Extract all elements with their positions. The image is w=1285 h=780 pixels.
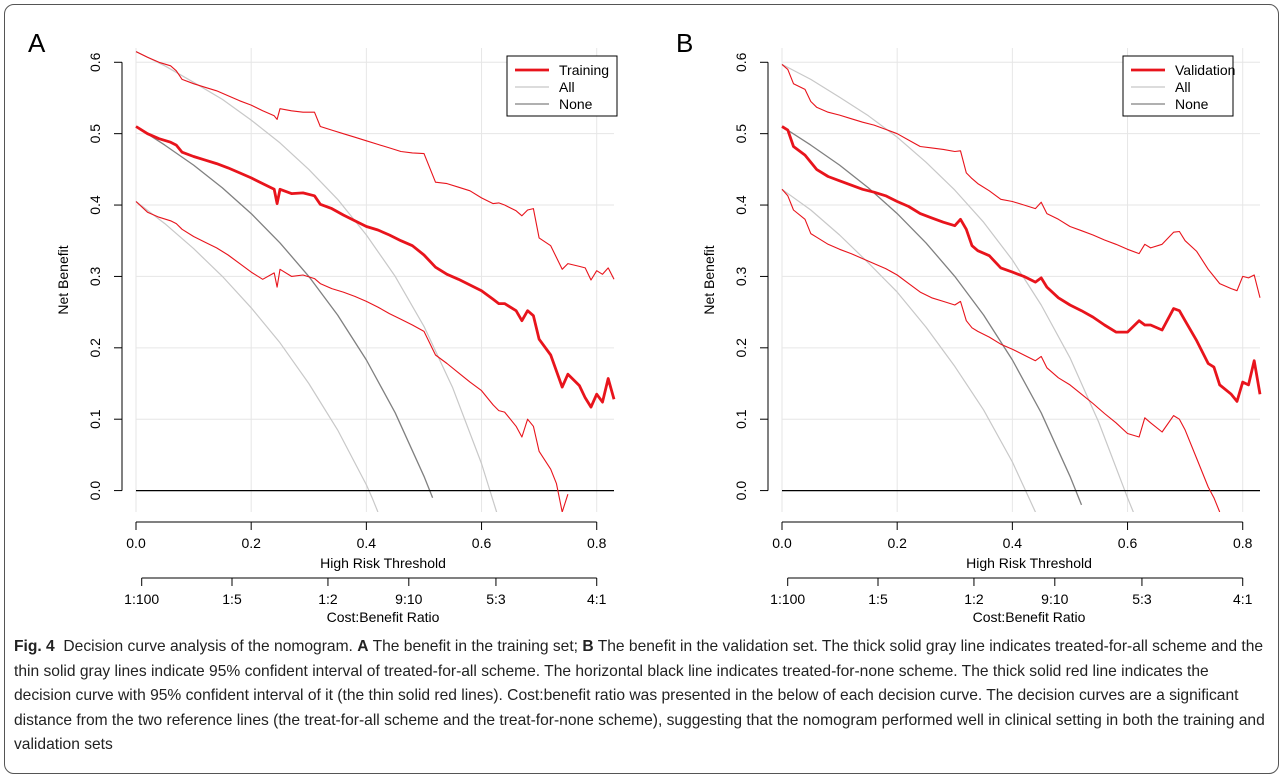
cost-benefit-tick-label: 5:3: [486, 591, 506, 607]
x-tick-label: 0.2: [241, 535, 261, 551]
cost-benefit-tick-label: 9:10: [1041, 591, 1068, 607]
series-line-all-ci: [781, 63, 1134, 512]
x-axis-label: High Risk Threshold: [966, 555, 1092, 571]
y-tick-label: 0.4: [87, 195, 103, 215]
cost-benefit-tick-label: 1:100: [770, 591, 805, 607]
cost-benefit-tick-label: 1:5: [868, 591, 888, 607]
y-tick-label: 0.5: [733, 124, 749, 144]
y-tick-label: 0.3: [733, 266, 749, 286]
x-tick-label: 0.0: [126, 535, 146, 551]
figure-caption: Fig. 4 Decision curve analysis of the no…: [14, 635, 1269, 758]
y-tick-label: 0.1: [87, 409, 103, 429]
x-tick-label: 0.2: [887, 535, 907, 551]
cost-benefit-axis-label: Cost:Benefit Ratio: [973, 609, 1086, 625]
cost-benefit-tick-label: 1:5: [222, 591, 242, 607]
series-line-all-ci: [135, 201, 379, 512]
legend-label: All: [1175, 79, 1191, 95]
legend-label: None: [1175, 96, 1209, 112]
series-line-lower: [781, 188, 1221, 512]
series-line-all-ci: [781, 188, 1037, 512]
grid: [135, 48, 614, 512]
series-line-all: [781, 125, 1083, 506]
legend-label: Validation: [1175, 62, 1235, 78]
series-line-lower: [135, 201, 569, 512]
x-tick-label: 0.8: [587, 535, 607, 551]
y-tick-label: 0.0: [87, 481, 103, 501]
y-tick-label: 0.6: [87, 52, 103, 72]
cost-benefit-tick-label: 1:2: [964, 591, 984, 607]
cost-benefit-axis: 1:100 1:5 1:2 9:10 5:3 4:1 Cost:Benefit Ratio: [124, 577, 607, 625]
panel-label: B: [676, 28, 693, 58]
y-tick-label: 0.5: [87, 124, 103, 144]
grid: [781, 48, 1260, 512]
x-tick-label: 0.6: [472, 535, 492, 551]
x-tick-label: 0.6: [1118, 535, 1138, 551]
x-axis: 0.0 0.2 0.4 0.6 0.8 High Risk Threshold: [772, 521, 1253, 571]
cost-benefit-tick-label: 4:1: [587, 591, 607, 607]
cost-benefit-tick-label: 1:100: [124, 591, 159, 607]
caption-fig-label: Fig. 4: [14, 638, 55, 655]
cost-benefit-tick-label: 4:1: [1233, 591, 1253, 607]
x-tick-label: 0.4: [1003, 535, 1023, 551]
x-tick-label: 0.8: [1233, 535, 1253, 551]
series-line-upper: [781, 63, 1261, 298]
series-group: [781, 63, 1262, 512]
y-tick-label: 0.4: [733, 195, 749, 215]
x-axis-label: High Risk Threshold: [320, 555, 446, 571]
legend-label: Training: [559, 62, 609, 78]
caption-a-label: A: [357, 638, 369, 655]
series-line-main: [135, 125, 616, 409]
y-tick-label: 0.0: [733, 481, 749, 501]
y-axis-label: Net Benefit: [701, 245, 717, 314]
y-tick-label: 0.2: [87, 338, 103, 358]
y-tick-label: 0.1: [733, 409, 749, 429]
legend-label: All: [559, 79, 575, 95]
y-axis: 0.0 0.1 0.2 0.3 0.4 0.5 0.6 Net Benefit: [55, 52, 123, 501]
series-line-all-ci: [135, 51, 498, 512]
y-tick-label: 0.2: [733, 338, 749, 358]
legend-label: None: [559, 96, 593, 112]
cost-benefit-tick-label: 9:10: [395, 591, 422, 607]
series-line-all: [135, 125, 434, 498]
y-axis-label: Net Benefit: [55, 245, 71, 314]
y-tick-label: 0.3: [87, 266, 103, 286]
y-tick-label: 0.6: [733, 52, 749, 72]
caption-rest: The benefit in the validation set. The t…: [14, 638, 1265, 753]
cost-benefit-tick-label: 1:2: [318, 591, 338, 607]
caption-intro: Decision curve analysis of the nomogram.: [63, 638, 353, 655]
legend-box: [1122, 55, 1234, 117]
panel-label: A: [28, 28, 46, 58]
series-line-upper: [135, 51, 615, 281]
legend-box: [506, 55, 618, 117]
cost-benefit-axis-label: Cost:Benefit Ratio: [327, 609, 440, 625]
x-tick-label: 0.0: [772, 535, 792, 551]
y-axis: 0.0 0.1 0.2 0.3 0.4 0.5 0.6 Net Benefit: [701, 52, 769, 501]
caption-a-text: The benefit in the training set;: [372, 638, 579, 655]
cost-benefit-tick-label: 5:3: [1132, 591, 1152, 607]
series-line-main: [781, 125, 1262, 403]
cost-benefit-axis: 1:100 1:5 1:2 9:10 5:3 4:1 Cost:Benefit Ratio: [770, 577, 1253, 625]
x-tick-label: 0.4: [357, 535, 377, 551]
figure-frame: [4, 4, 1279, 774]
series-group: [135, 51, 616, 512]
x-axis: 0.0 0.2 0.4 0.6 0.8 High Risk Threshold: [126, 521, 607, 571]
caption-b-label: B: [582, 638, 594, 655]
